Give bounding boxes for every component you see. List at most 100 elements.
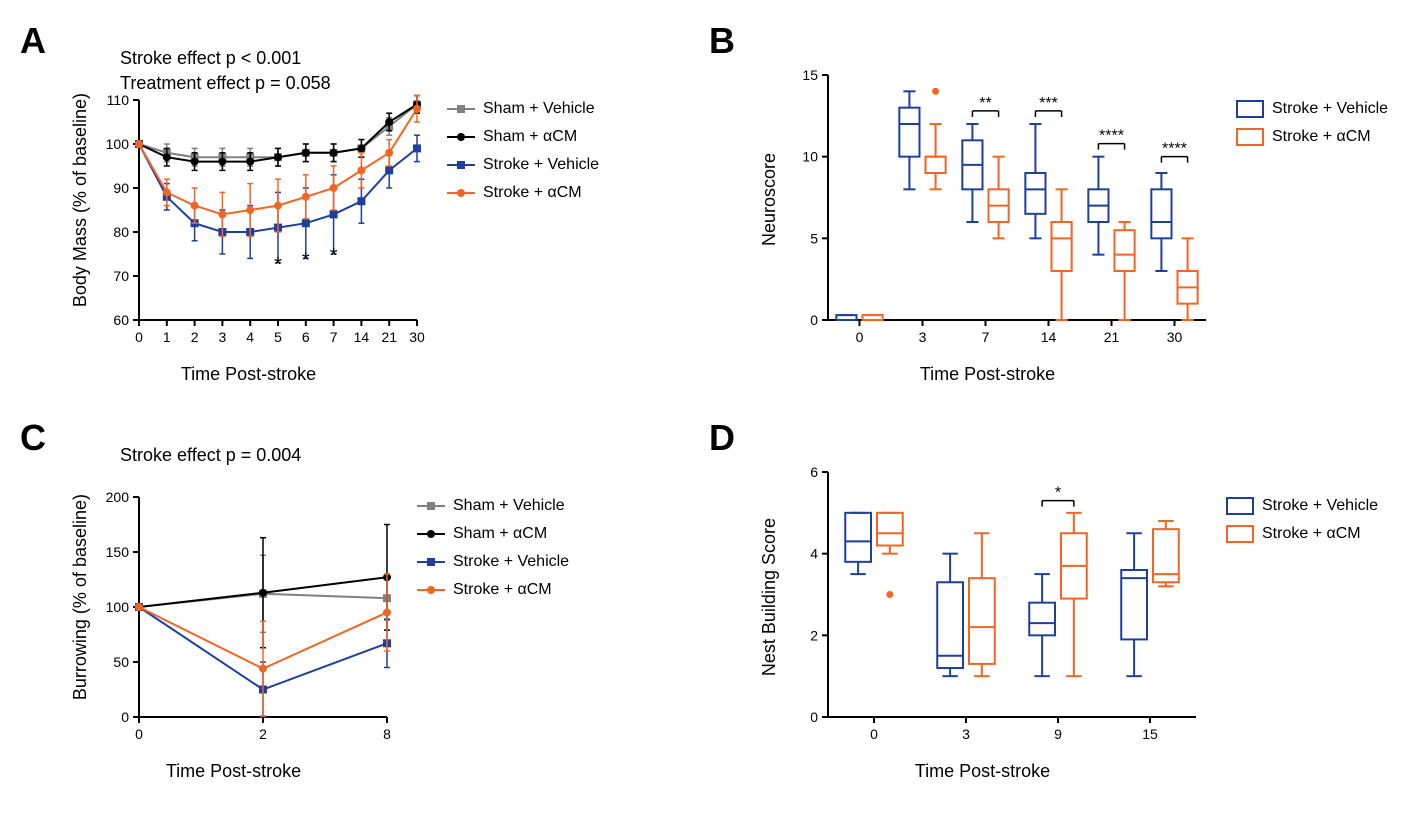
panel-letter-a: A	[20, 20, 46, 62]
legend-item: Sham + Vehicle	[447, 100, 599, 118]
legend-item: Stroke + αCM	[1236, 128, 1388, 146]
legend-item: Stroke + Vehicle	[1236, 100, 1388, 118]
panel-c: C Stroke effect p = 0.004 Burrowing (% o…	[20, 417, 709, 814]
svg-text:110: 110	[107, 92, 130, 108]
panel-d-xlabel: Time Post-stroke	[915, 761, 1050, 782]
svg-text:21: 21	[1104, 329, 1120, 345]
panel-letter-d: D	[709, 417, 735, 459]
svg-text:8: 8	[383, 726, 391, 742]
svg-text:0: 0	[810, 709, 818, 725]
svg-text:6: 6	[302, 329, 310, 345]
legend-label: Stroke + αCM	[1272, 128, 1371, 146]
svg-text:15: 15	[1142, 726, 1158, 742]
svg-text:0: 0	[135, 329, 143, 345]
svg-text:150: 150	[106, 544, 130, 560]
legend-item: Stroke + αCM	[417, 581, 569, 599]
panel-a-annot-2: Treatment effect p = 0.058	[120, 73, 331, 94]
panel-a-ylabel: Body Mass (% of baseline)	[70, 93, 91, 307]
svg-text:3: 3	[919, 329, 927, 345]
legend-item: Stroke + Vehicle	[1226, 497, 1378, 515]
panel-d: D Nest Building Score 0 2 4 6 0 3 9 15 * Time Po…	[709, 417, 1398, 814]
legend-item: Stroke + αCM	[1226, 525, 1378, 543]
svg-text:****: ****	[1099, 128, 1124, 145]
svg-text:***: ***	[1039, 95, 1058, 112]
panel-b-legend: Stroke + Vehicle Stroke + αCM	[1236, 100, 1388, 146]
svg-text:2: 2	[810, 627, 818, 643]
panel-c-xlabel: Time Post-stroke	[166, 761, 301, 782]
panel-c-annot-1: Stroke effect p = 0.004	[120, 445, 301, 466]
svg-text:0: 0	[135, 726, 143, 742]
svg-text:2: 2	[259, 726, 267, 742]
legend-label: Stroke + αCM	[1262, 525, 1361, 543]
svg-text:7: 7	[330, 329, 338, 345]
legend-item: Stroke + Vehicle	[417, 553, 569, 571]
svg-text:14: 14	[354, 329, 370, 345]
panel-d-legend: Stroke + Vehicle Stroke + αCM	[1226, 497, 1378, 543]
panel-d-ylabel: Nest Building Score	[759, 518, 780, 676]
svg-text:60: 60	[113, 312, 129, 328]
svg-text:9: 9	[1054, 726, 1062, 742]
svg-text:5: 5	[274, 329, 282, 345]
panel-b-xlabel: Time Post-stroke	[920, 364, 1055, 385]
panel-a-xlabel: Time Post-stroke	[181, 364, 316, 385]
legend-label: Sham + αCM	[453, 525, 547, 543]
svg-text:10: 10	[802, 149, 818, 165]
svg-text:70: 70	[113, 268, 129, 284]
svg-text:3: 3	[219, 329, 227, 345]
svg-text:3: 3	[962, 726, 970, 742]
svg-text:4: 4	[246, 329, 254, 345]
legend-item: Sham + αCM	[447, 128, 599, 146]
svg-text:21: 21	[381, 329, 397, 345]
panel-a-annot-1: Stroke effect p < 0.001	[120, 48, 301, 69]
svg-text:****: ****	[1162, 141, 1187, 158]
panel-b-ylabel: Neuroscore	[759, 153, 780, 246]
svg-text:90: 90	[113, 180, 129, 196]
svg-text:**: **	[979, 95, 991, 112]
legend-label: Sham + αCM	[483, 128, 577, 146]
legend-item: Sham + Vehicle	[417, 497, 569, 515]
svg-text:4: 4	[810, 546, 818, 562]
legend-label: Stroke + Vehicle	[483, 156, 599, 174]
svg-text:0: 0	[121, 709, 129, 725]
svg-text:14: 14	[1041, 329, 1057, 345]
svg-text:7: 7	[982, 329, 990, 345]
panel-a-legend: Sham + Vehicle Sham + αCM Stroke + Vehicle…	[447, 100, 599, 202]
svg-text:50: 50	[113, 654, 129, 670]
svg-text:0: 0	[856, 329, 864, 345]
svg-text:*: *	[302, 249, 310, 271]
panel-d-chart: 0 2 4 6 0 3 9 15 *	[786, 437, 1206, 757]
svg-text:30: 30	[409, 329, 425, 345]
svg-text:30: 30	[1167, 329, 1183, 345]
legend-label: Sham + Vehicle	[453, 497, 565, 515]
panel-c-chart: 0 50 100 150 200 0 2 8	[97, 437, 397, 757]
svg-text:80: 80	[113, 224, 129, 240]
svg-text:100: 100	[106, 136, 130, 152]
legend-item: Sham + αCM	[417, 525, 569, 543]
legend-label: Sham + Vehicle	[483, 100, 595, 118]
panel-c-ylabel: Burrowing (% of baseline)	[70, 494, 91, 700]
svg-text:0: 0	[870, 726, 878, 742]
panel-b: B Neuroscore 051015037142130************…	[709, 20, 1398, 417]
svg-text:2: 2	[191, 329, 199, 345]
svg-text:*: *	[1055, 485, 1061, 502]
svg-text:1: 1	[163, 329, 171, 345]
svg-text:5: 5	[810, 230, 818, 246]
figure-grid: A Stroke effect p < 0.001 Treatment effe…	[20, 20, 1398, 814]
svg-text:6: 6	[810, 464, 818, 480]
svg-text:*: *	[274, 254, 282, 276]
legend-label: Stroke + Vehicle	[453, 553, 569, 571]
svg-text:*: *	[330, 245, 338, 267]
panel-letter-b: B	[709, 20, 735, 62]
panel-c-legend: Sham + Vehicle Sham + αCM Stroke + Vehicle…	[417, 497, 569, 599]
svg-text:100: 100	[106, 599, 130, 615]
svg-text:0: 0	[810, 312, 818, 328]
legend-label: Stroke + αCM	[483, 184, 582, 202]
legend-item: Stroke + αCM	[447, 184, 599, 202]
legend-label: Stroke + αCM	[453, 581, 552, 599]
legend-label: Stroke + Vehicle	[1272, 100, 1388, 118]
panel-a: A Stroke effect p < 0.001 Treatment effe…	[20, 20, 709, 417]
panel-b-chart: 051015037142130*************	[786, 40, 1216, 360]
legend-item: Stroke + Vehicle	[447, 156, 599, 174]
svg-text:200: 200	[106, 489, 130, 505]
panel-letter-c: C	[20, 417, 46, 459]
